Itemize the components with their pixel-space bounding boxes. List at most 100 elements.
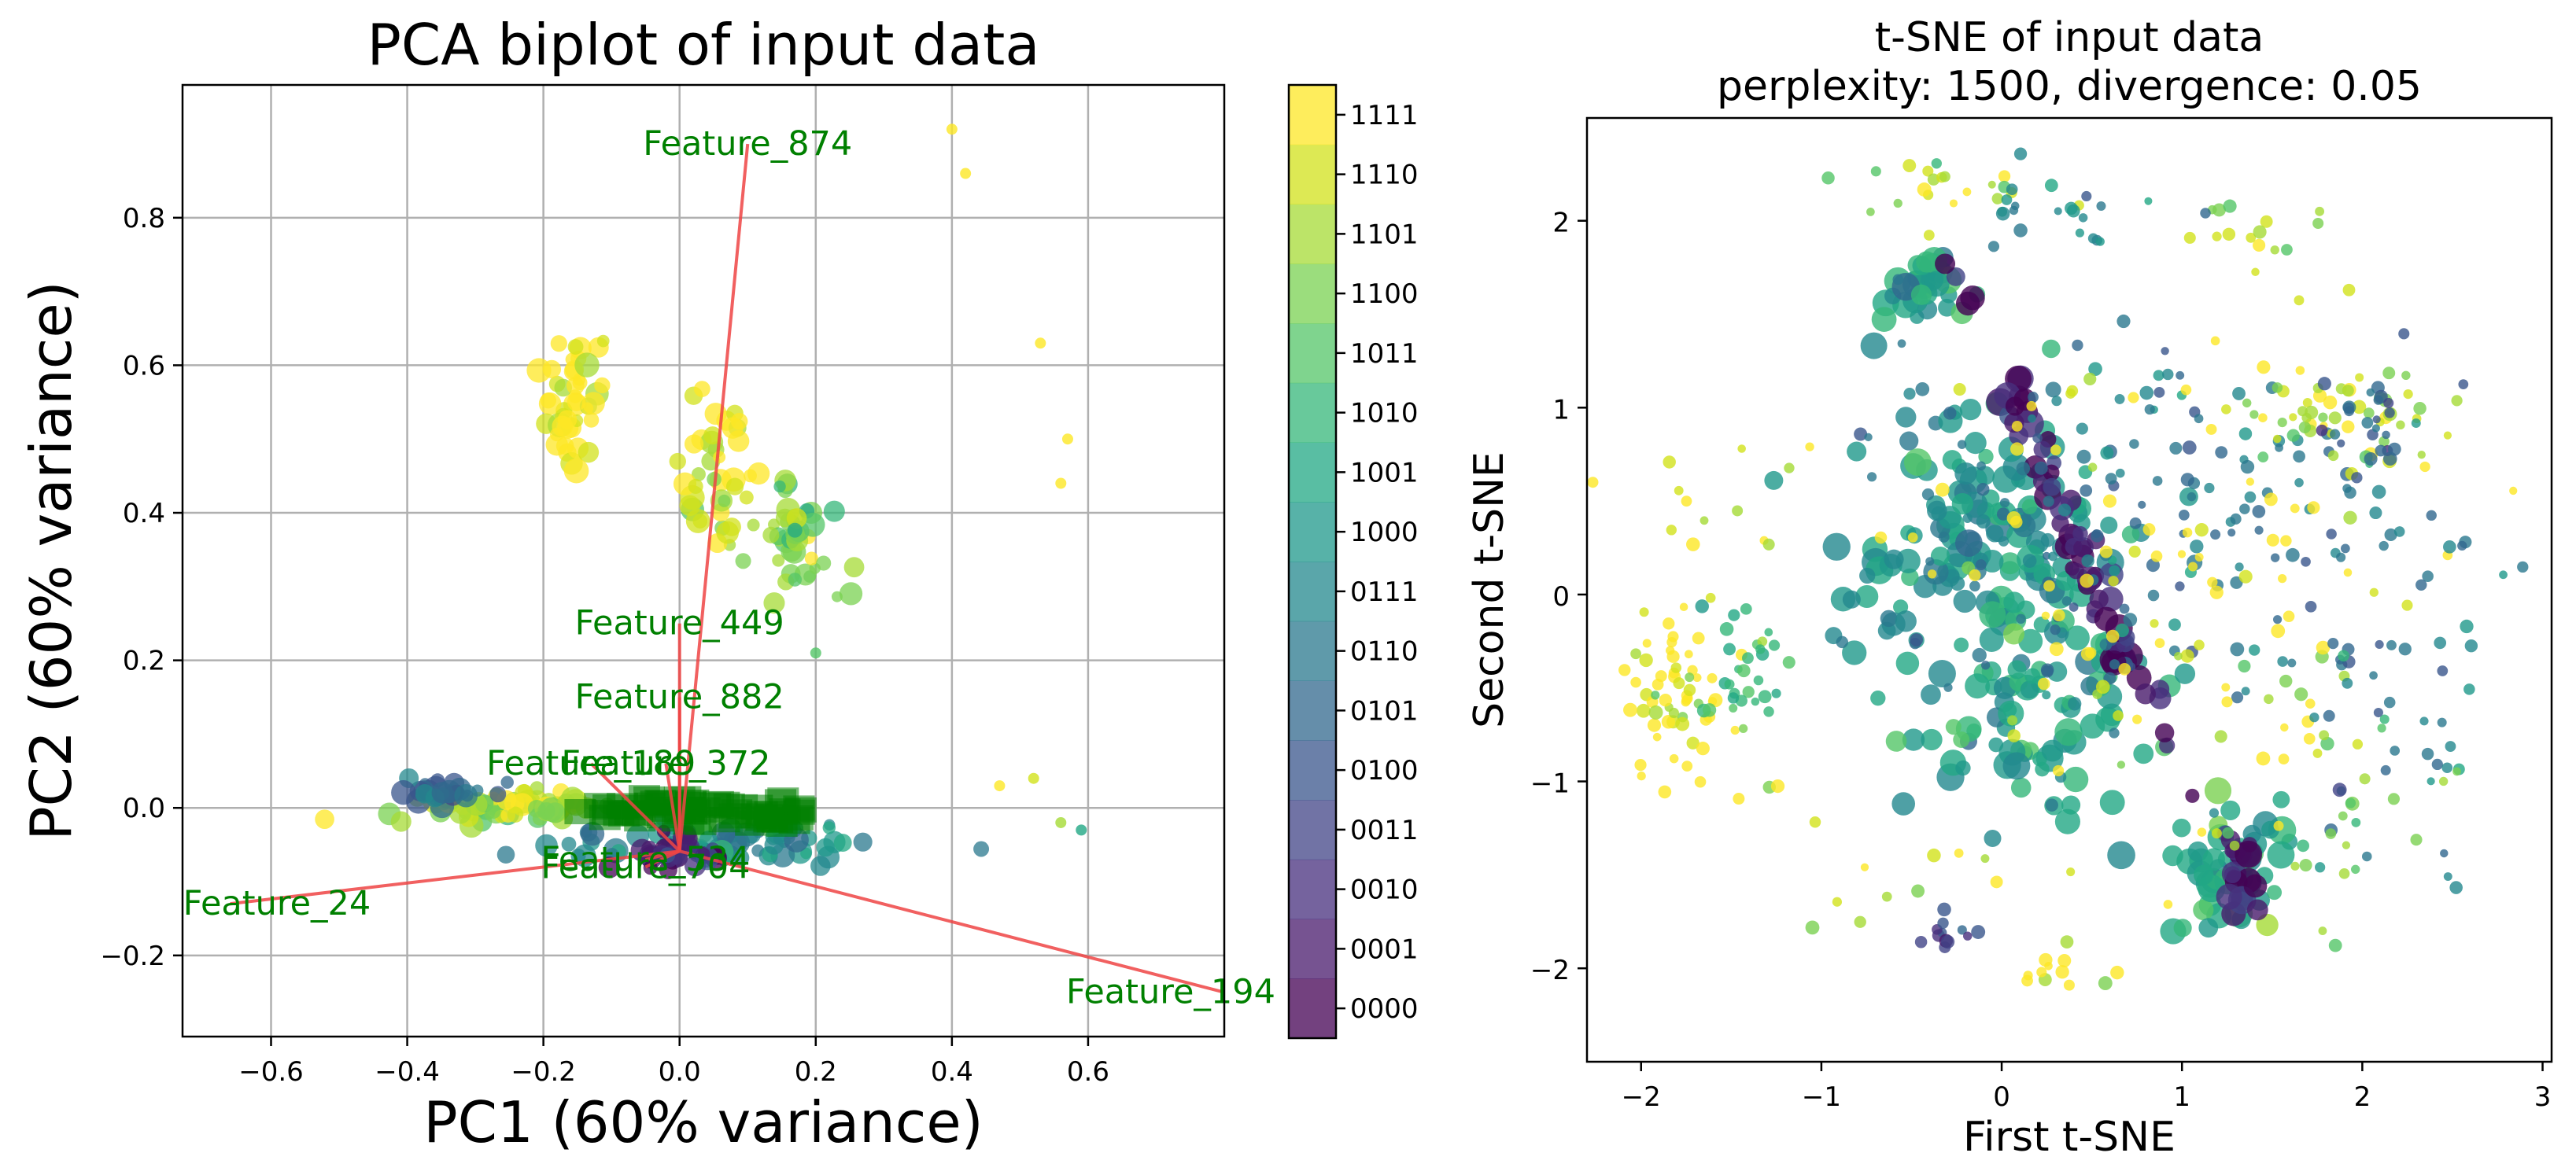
- tsne-point: [2295, 366, 2305, 375]
- pca-point: [739, 490, 754, 505]
- tsne-point: [2117, 314, 2131, 329]
- tsne-point: [1874, 531, 1888, 544]
- tsne-point: [2080, 646, 2095, 661]
- tsne-point: [1892, 274, 1904, 285]
- pca-point: [540, 392, 557, 409]
- tsne-point: [2197, 827, 2207, 837]
- tsne-point: [2041, 611, 2050, 621]
- tsne-point: [2441, 762, 2453, 774]
- tsne-point: [2147, 589, 2160, 602]
- tsne-point: [2016, 409, 2044, 438]
- tsne-point: [2222, 227, 2236, 241]
- tsne-point: [1630, 676, 1641, 688]
- tsne-point: [2230, 513, 2242, 525]
- tsne-point: [2253, 225, 2267, 239]
- tsne-point: [2327, 450, 2339, 462]
- tsne-point: [1914, 935, 1928, 948]
- tsne-point: [2305, 698, 2316, 709]
- tsne-point: [2212, 203, 2226, 217]
- tsne-point: [1976, 514, 1991, 529]
- tsne-y-tick-label: −1: [1530, 768, 1570, 800]
- tsne-point: [2194, 523, 2209, 537]
- tsne-point: [1758, 690, 1772, 704]
- colorbar-swatch: [1289, 919, 1336, 979]
- tsne-point: [2099, 790, 2125, 816]
- tsne-point: [2088, 362, 2102, 376]
- tsne-point: [1652, 732, 1662, 742]
- tsne-point: [2010, 201, 2020, 211]
- tsne-title-line2: perplexity: 1500, divergence: 0.05: [1717, 63, 2422, 110]
- tsne-point: [2366, 388, 2375, 397]
- tsne-point: [2080, 484, 2093, 497]
- tsne-point: [2037, 677, 2050, 691]
- tsne-point: [2010, 777, 2032, 798]
- tsne-point: [2297, 839, 2309, 853]
- tsne-point: [2154, 723, 2175, 742]
- pca-point: [691, 467, 706, 481]
- tsne-point: [1917, 182, 1932, 197]
- tsne-point: [1927, 848, 1941, 863]
- tsne-point: [2022, 554, 2037, 568]
- pca-point: [822, 821, 836, 834]
- tsne-point: [2258, 413, 2268, 422]
- pca-y-label: PC2 (60% variance): [18, 281, 84, 840]
- tsne-point: [2305, 600, 2317, 613]
- pca-point: [566, 392, 586, 411]
- tsne-x-tick-label: −1: [1802, 1081, 1841, 1113]
- tsne-point: [2387, 793, 2401, 805]
- tsne-point: [1980, 661, 1991, 670]
- pca-point: [544, 802, 566, 823]
- tsne-point: [2222, 827, 2235, 839]
- tsne-point: [1742, 652, 1754, 665]
- tsne-point: [2163, 900, 2173, 909]
- tsne-point: [2028, 414, 2036, 423]
- tsne-point: [1695, 599, 1709, 613]
- tsne-point: [2207, 576, 2218, 588]
- tsne-point: [2053, 609, 2065, 622]
- tsne-point: [2253, 238, 2266, 252]
- pca-point: [772, 554, 785, 567]
- tsne-point: [2185, 788, 2200, 803]
- tsne-point: [2221, 683, 2231, 692]
- tsne-point: [2180, 473, 2194, 487]
- tsne-point: [1753, 675, 1764, 686]
- tsne-point: [1980, 854, 1990, 864]
- tsne-point: [2315, 206, 2325, 216]
- pca-point: [973, 841, 990, 857]
- tsne-point: [2273, 434, 2282, 444]
- tsne-point: [1663, 455, 1676, 469]
- tsne-point: [1738, 724, 1748, 734]
- tsne-point: [2351, 472, 2363, 484]
- tsne-point: [1836, 635, 1849, 649]
- tsne-point: [2257, 360, 2271, 374]
- tsne-point: [2113, 710, 2124, 721]
- tsne-point: [2445, 741, 2456, 752]
- tsne-point: [2342, 420, 2355, 433]
- tsne-point: [2020, 680, 2039, 699]
- tsne-point: [1708, 693, 1723, 708]
- tsne-point: [2325, 828, 2337, 839]
- pca-loading-arrow: [664, 763, 681, 852]
- tsne-point: [1740, 602, 1752, 615]
- pca-point: [703, 426, 722, 445]
- tsne-point: [1707, 672, 1718, 683]
- tsne-point: [2342, 402, 2355, 414]
- tsne-point: [2272, 382, 2283, 393]
- tsne-point: [2205, 423, 2217, 435]
- pca-point: [1035, 337, 1046, 349]
- pca-point: [449, 801, 471, 824]
- tsne-point: [2260, 215, 2273, 228]
- tsne-point: [2117, 761, 2126, 769]
- tsne-point: [2003, 623, 2025, 645]
- pca-loading-labels: Feature_874 Feature_24 Feature_194 Feature_…: [183, 124, 1275, 1012]
- colorbar-swatch: [1289, 680, 1336, 741]
- tsne-point: [2066, 204, 2080, 218]
- tsne-point: [2110, 965, 2124, 980]
- tsne-point: [2001, 194, 2013, 205]
- colorbar-labels: 0000 0001 0010 0011 0100 0101 0110 0111 1000 1001…: [1336, 100, 1419, 1025]
- tsne-point: [1732, 505, 1744, 517]
- pca-x-tick-label: 0.0: [659, 1056, 701, 1088]
- pca-loading-label: Feature_194: [1066, 973, 1275, 1012]
- tsne-point: [2270, 553, 2280, 562]
- tsne-point: [2040, 532, 2055, 547]
